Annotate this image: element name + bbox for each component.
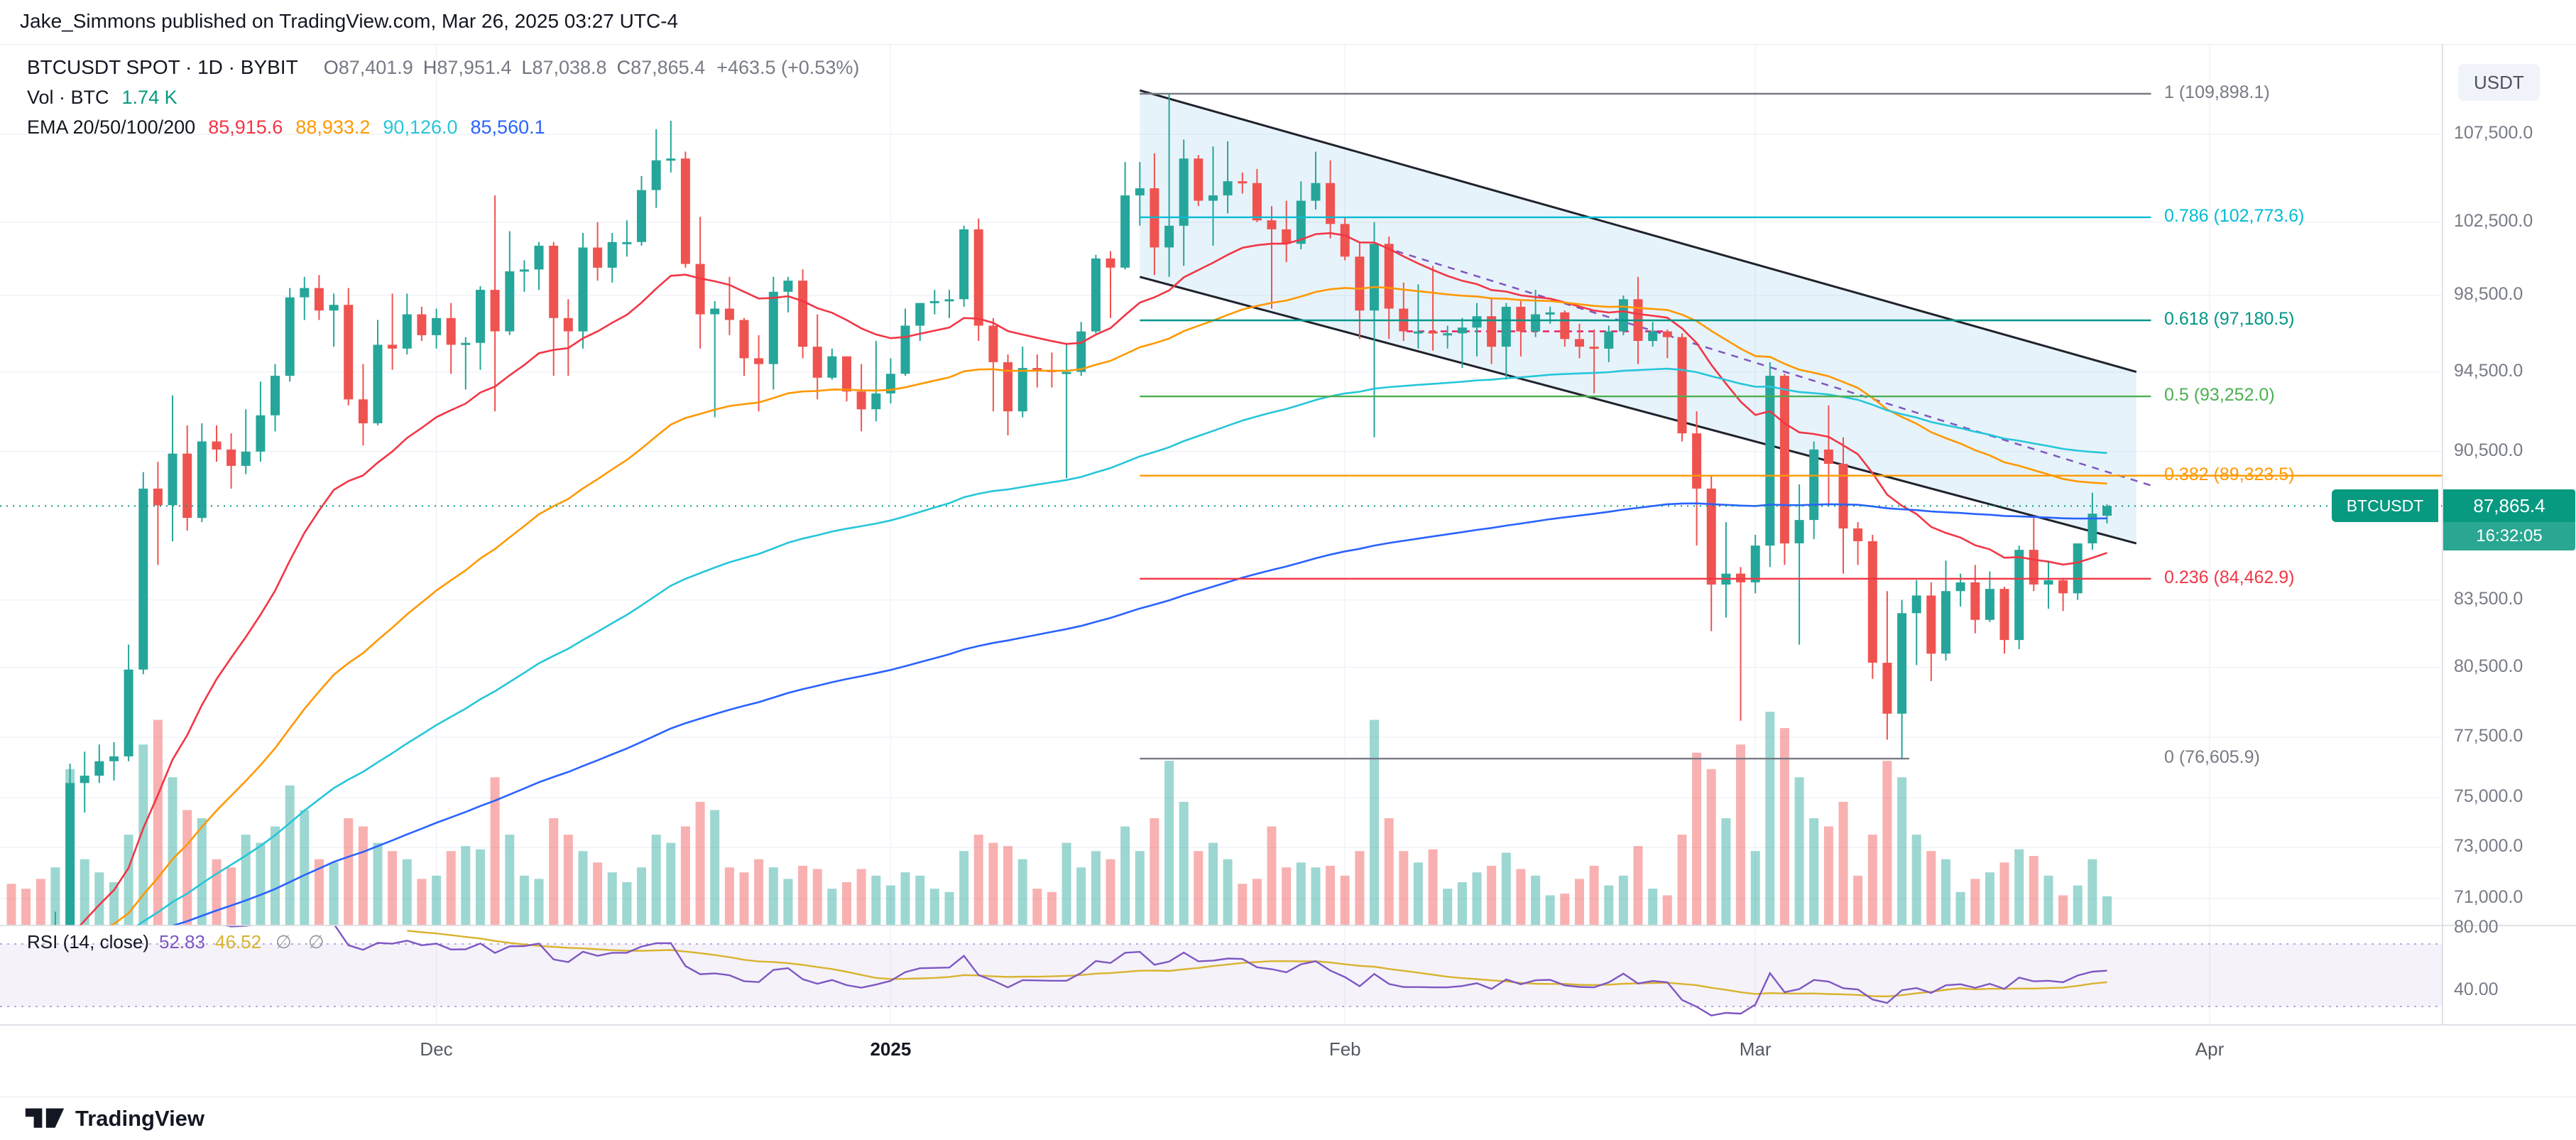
chart-legend: BTCUSDT SPOT · 1D · BYBIT O87,401.9 H87,95… xyxy=(27,53,859,142)
change-value: +463.5 (+0.53%) xyxy=(716,57,860,78)
publish-header: Jake_Simmons published on TradingView.co… xyxy=(0,0,2576,44)
legend-symbol-row: BTCUSDT SPOT · 1D · BYBIT O87,401.9 H87,95… xyxy=(27,53,859,82)
rsi-legend: RSI (14, close) 52.83 46.52 ∅ ∅ xyxy=(27,929,330,955)
low-label: L xyxy=(521,57,533,78)
bar-countdown: 16:32:05 xyxy=(2443,522,2575,551)
close-label: C xyxy=(616,57,631,78)
low-value: 87,038.8 xyxy=(532,57,607,78)
high-value: 87,951.4 xyxy=(437,57,512,78)
open-value: 87,401.9 xyxy=(338,57,413,78)
legend-ema-row: EMA 20/50/100/200 85,915.6 88,933.2 90,126.… xyxy=(27,112,859,142)
high-label: H xyxy=(422,57,437,78)
close-value: 87,865.4 xyxy=(631,57,706,78)
ema50-value: 88,933.2 xyxy=(295,116,371,138)
price-axis-badge: 87,865.4 16:32:05 xyxy=(2443,489,2575,551)
ema100-value: 90,126.0 xyxy=(383,116,458,138)
rsi-value: 52.83 xyxy=(158,931,206,952)
legend-volume-row: Vol · BTC 1.74 K xyxy=(27,82,859,112)
symbol-price-tag: BTCUSDT xyxy=(2332,489,2438,523)
footer: TradingView xyxy=(0,1097,2576,1140)
tradingview-logo-text: TradingView xyxy=(75,1106,205,1131)
volume-value: 1.74 K xyxy=(121,87,178,108)
tradingview-logo-icon xyxy=(25,1108,65,1128)
tradingview-logo[interactable]: TradingView xyxy=(24,1104,204,1133)
ema-label[interactable]: EMA 20/50/100/200 xyxy=(27,116,196,138)
volume-label[interactable]: Vol · BTC xyxy=(27,87,109,108)
rsi-hidden-band-icons: ∅ ∅ xyxy=(275,931,330,952)
publisher-line: Jake_Simmons published on TradingView.co… xyxy=(20,10,679,32)
currency-toggle[interactable]: USDT xyxy=(2458,64,2540,101)
rsi-label[interactable]: RSI (14, close) xyxy=(27,931,149,952)
ema20-value: 85,915.6 xyxy=(208,116,283,138)
symbol-tag-text: BTCUSDT xyxy=(2346,496,2424,515)
symbol-title[interactable]: BTCUSDT SPOT · 1D · BYBIT xyxy=(27,56,298,78)
rsi-ma-value: 46.52 xyxy=(215,931,262,952)
last-price: 87,865.4 xyxy=(2473,495,2545,517)
ema200-value: 85,560.1 xyxy=(470,116,545,138)
open-label: O xyxy=(323,57,339,78)
